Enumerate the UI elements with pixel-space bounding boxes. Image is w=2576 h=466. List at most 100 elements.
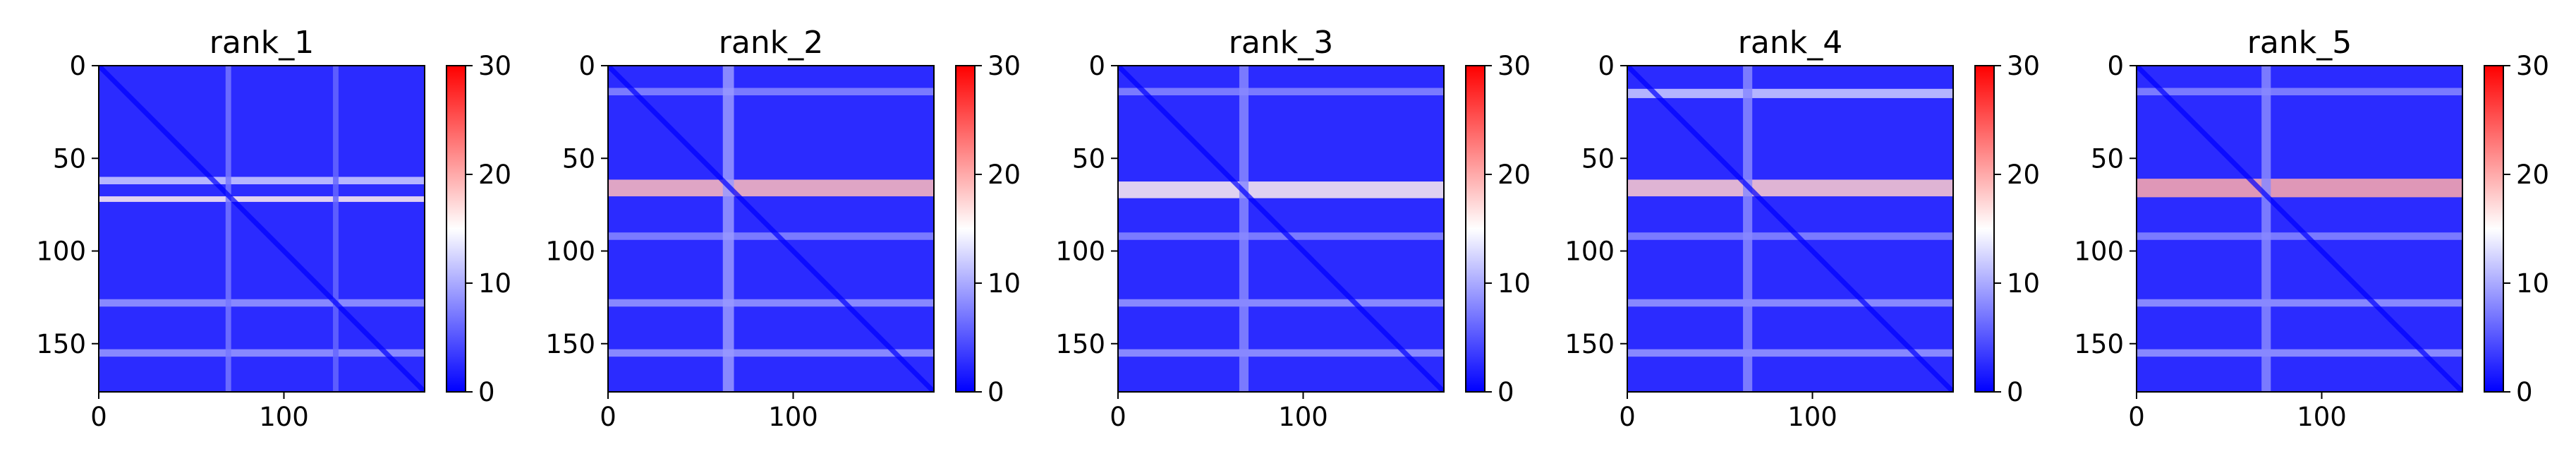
colorbar-tick-label: 30 [2516,51,2549,81]
heatmap-band-row-3 [608,232,934,240]
x-tick-label: 100 [2297,402,2347,432]
colorbar-tick-label: 30 [2007,51,2040,81]
y-tick-label: 100 [2074,237,2124,267]
heatmap-area [1118,66,1444,392]
heatmap-panel-4: rank_4 0 50 100 150 0 100 0 10 20 30 [1565,25,2040,432]
heatmap-band-col-6 [722,66,734,392]
heatmap-band-col-6 [1239,66,1249,392]
heatmap-area [99,66,425,392]
heatmap-diagonal [608,66,934,392]
colorbar-tick-label: 0 [1497,377,1514,407]
colorbar [2484,65,2504,393]
x-tick-label: 0 [2128,402,2145,432]
heatmap-band-row-5 [1627,349,1953,357]
y-tick-label: 0 [69,51,86,81]
y-tick-label: 0 [2107,51,2124,81]
y-tick-label: 100 [1055,237,1105,267]
colorbar [955,65,976,393]
colorbar-tick-label: 0 [2007,377,2024,407]
axes-frame [607,65,935,393]
colorbar [1465,65,1486,393]
colorbar-tick-label: 10 [2007,268,2040,299]
heatmap-band-row-5 [2137,349,2462,357]
heatmap-band-row-4 [99,349,425,357]
heatmap-band-row-2 [2137,88,2462,95]
y-tick-label: 0 [1598,51,1615,81]
colorbar-tick-label: 10 [478,268,511,299]
y-tick-label: 100 [545,237,595,267]
y-tick-label: 150 [2074,329,2124,359]
heatmap-band-row-2 [99,196,425,202]
heatmap-band-col-5 [225,66,231,392]
colorbar-tick-label: 30 [1497,51,1531,81]
colorbar-tick-label: 0 [478,377,495,407]
colorbar-tick-label: 20 [478,160,511,190]
y-tick-label: 50 [53,143,86,174]
colorbar-tick-label: 30 [478,51,511,81]
heatmap-band-row-3 [1118,232,1444,240]
panel-title: rank_4 [1738,25,1842,61]
colorbar-tick-label: 10 [2516,268,2549,299]
x-tick-label: 0 [600,402,616,432]
y-tick-label: 150 [1565,329,1615,359]
heatmap-band-row-5 [1118,349,1444,357]
panel-title: rank_1 [209,25,314,61]
colorbar-tick-label: 10 [1497,268,1531,299]
colorbar-tick-label: 20 [2007,160,2040,190]
colorbar-tick-label: 0 [988,377,1004,407]
y-tick-label: 150 [36,329,86,359]
colorbar [446,65,466,393]
x-tick-label: 100 [768,402,818,432]
x-tick-label: 100 [1278,402,1328,432]
colorbar-tick-label: 20 [988,160,1021,190]
x-tick-label: 100 [259,402,309,432]
colorbar-tick-label: 10 [988,268,1021,299]
heatmap-band-col-6 [333,66,339,392]
heatmap-panel-2: rank_2 0 50 100 150 0 100 0 10 20 30 [545,25,1021,432]
colorbar-tick-label: 30 [988,51,1021,81]
y-tick-label: 150 [1055,329,1105,359]
colorbar-tick-label: 20 [1497,160,1531,190]
heatmap-band-row-1 [1627,179,1953,197]
panel-title: rank_2 [719,25,823,61]
heatmap-band-row-1 [1118,181,1444,198]
heatmap-panel-5: rank_5 0 50 100 150 0 100 0 10 20 30 [2074,25,2549,432]
heatmap-diagonal [1627,66,1953,392]
colorbar [1974,65,1995,393]
heatmap-band-row-3 [99,299,425,307]
heatmap-panel-3: rank_3 0 50 100 150 0 100 0 10 20 30 [1055,25,1531,432]
heatmap-area [2137,66,2462,392]
heatmap-band-row-4 [2137,299,2462,307]
y-tick-label: 50 [2091,143,2124,174]
heatmap-band-row-2 [1118,88,1444,95]
heatmap-band-col-6 [2261,66,2271,392]
heatmap-diagonal [2137,66,2462,392]
y-tick-label: 50 [1581,143,1615,174]
axes-frame [1627,65,1954,393]
heatmap-band-row-1 [2137,179,2462,198]
y-tick-label: 150 [545,329,595,359]
y-tick-label: 50 [1072,143,1105,174]
heatmap-band-row-2 [1627,88,1953,98]
heatmap-area [608,66,934,392]
colorbar-tick-label: 0 [2516,377,2533,407]
heatmap-band-row-5 [608,349,934,357]
x-tick-label: 100 [1787,402,1837,432]
y-tick-label: 50 [562,143,595,174]
y-tick-label: 0 [578,51,595,81]
heatmap-diagonal [99,66,425,392]
heatmap-band-row-4 [608,299,934,307]
axes-frame [2136,65,2463,393]
heatmap-band-row-2 [608,88,934,95]
x-tick-label: 0 [1110,402,1126,432]
heatmap-panel-1: rank_1 0 50 100 150 0 100 0 10 20 30 [36,25,511,432]
heatmap-band-row-4 [1118,299,1444,307]
heatmap-band-row-3 [2137,232,2462,240]
heatmap-band-col-6 [1743,66,1753,392]
heatmap-band-row-3 [1627,232,1953,240]
y-tick-label: 0 [1088,51,1105,81]
panel-title: rank_5 [2247,25,2352,61]
axes-frame [1117,65,1445,393]
heatmap-band-row-4 [1627,299,1953,307]
